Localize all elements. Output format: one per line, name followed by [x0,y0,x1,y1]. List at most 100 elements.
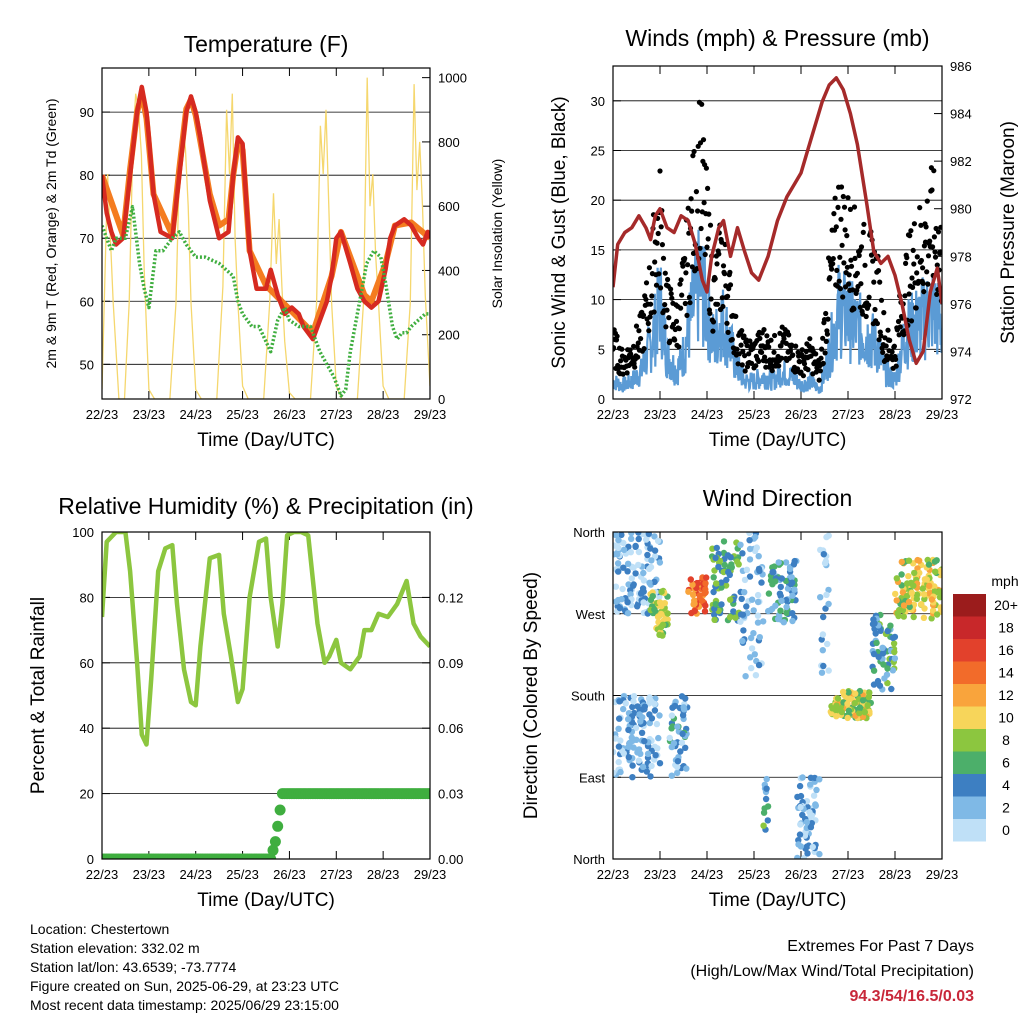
direction-point [720,538,728,545]
direction-point [765,590,773,597]
gust-point [769,368,775,374]
gust-point [645,320,651,327]
direction-point [774,615,782,623]
direction-point [822,605,829,612]
direction-point [871,620,878,627]
gust-point [831,211,837,217]
direction-point [628,575,635,582]
y-tick-label: 60 [80,294,94,309]
precip-point [272,820,284,832]
gust-point [835,204,841,210]
gust-point [800,373,807,379]
direction-point [748,596,756,603]
direction-point [647,545,654,552]
precip-point [424,788,430,800]
gust-point [833,224,839,230]
gust-point [895,318,902,325]
direction-point [657,610,665,618]
y-right-axis-label: Solar Insolation (Yellow) [489,159,505,309]
x-tick-label: 27/23 [320,407,353,422]
gust-point [874,320,881,327]
y-tick-label: 20 [80,787,94,802]
gust-point [813,369,819,375]
direction-point [656,760,664,767]
gust-point [662,302,668,308]
gust-point [927,238,933,244]
gust-point [932,254,939,260]
direction-point [797,803,804,811]
gust-point [654,240,660,246]
direction-point [893,597,900,604]
gust-point [740,348,746,355]
direction-point [713,580,720,587]
gust-point [862,262,868,268]
direction-point [624,568,631,575]
plot-area [102,532,430,859]
direction-point [921,605,928,612]
series-relative-humidity [102,532,430,747]
gust-point [822,350,828,356]
y-tick-label: North [573,525,605,540]
direction-point [812,802,819,809]
direction-point [651,533,658,540]
gust-point [687,300,693,306]
gust-point [932,249,938,255]
gust-point [741,333,747,339]
gust-point [669,295,675,301]
direction-point [654,745,661,752]
direction-point [789,579,796,586]
gust-point [716,251,722,257]
direction-point [635,535,642,543]
direction-point [627,591,634,598]
direction-point [741,576,749,584]
gust-point [680,263,686,269]
plot-border [101,531,431,860]
direction-point [632,570,639,577]
y-tick-label: 25 [591,143,605,158]
gust-point [908,228,914,234]
y-axis-label: 2m & 9m T (Red, Orange) & 2m Td (Green) [43,99,59,369]
gust-point [889,349,895,355]
gust-point [715,301,721,307]
gust-point [820,360,826,366]
direction-point [928,615,935,622]
extremes-block: Extremes For Past 7 Days (High/Low/Max W… [690,934,974,1009]
gust-point [938,224,942,230]
gust-point [848,263,855,269]
temperature-panel: Temperature (F) 50 60 70 80 90 0 200 400 600 800 10… [43,31,505,451]
colorbar-swatch [953,751,986,774]
gust-point [706,211,712,217]
direction-point [743,566,751,573]
gust-point [746,351,752,357]
direction-point [746,537,753,544]
direction-point [651,700,658,708]
x-axis-label: Time (Day/UTC) [197,890,335,911]
direction-point [795,841,802,848]
gust-point [904,255,910,261]
gust-point [910,284,916,290]
gust-point [816,377,822,383]
direction-point [628,535,635,542]
x-tick-label: 28/23 [879,407,912,422]
direction-point [823,591,830,598]
gust-point [646,265,653,271]
direction-point [889,667,897,674]
gust-point [909,275,915,281]
direction-point [804,850,811,857]
direction-point [613,735,619,742]
direction-point [920,614,928,621]
gust-point [633,323,640,329]
direction-point [645,532,652,537]
gust-point [893,356,899,362]
direction-point [718,584,725,591]
direction-point [763,775,770,783]
direction-point [632,724,640,732]
gust-point [820,335,826,341]
x-tick-label: 27/23 [832,407,865,422]
gust-point [846,272,852,278]
y-tick-label: 60 [80,656,94,671]
direction-point [807,824,815,831]
direction-point [620,546,628,553]
y-tick-label: 70 [80,231,94,246]
